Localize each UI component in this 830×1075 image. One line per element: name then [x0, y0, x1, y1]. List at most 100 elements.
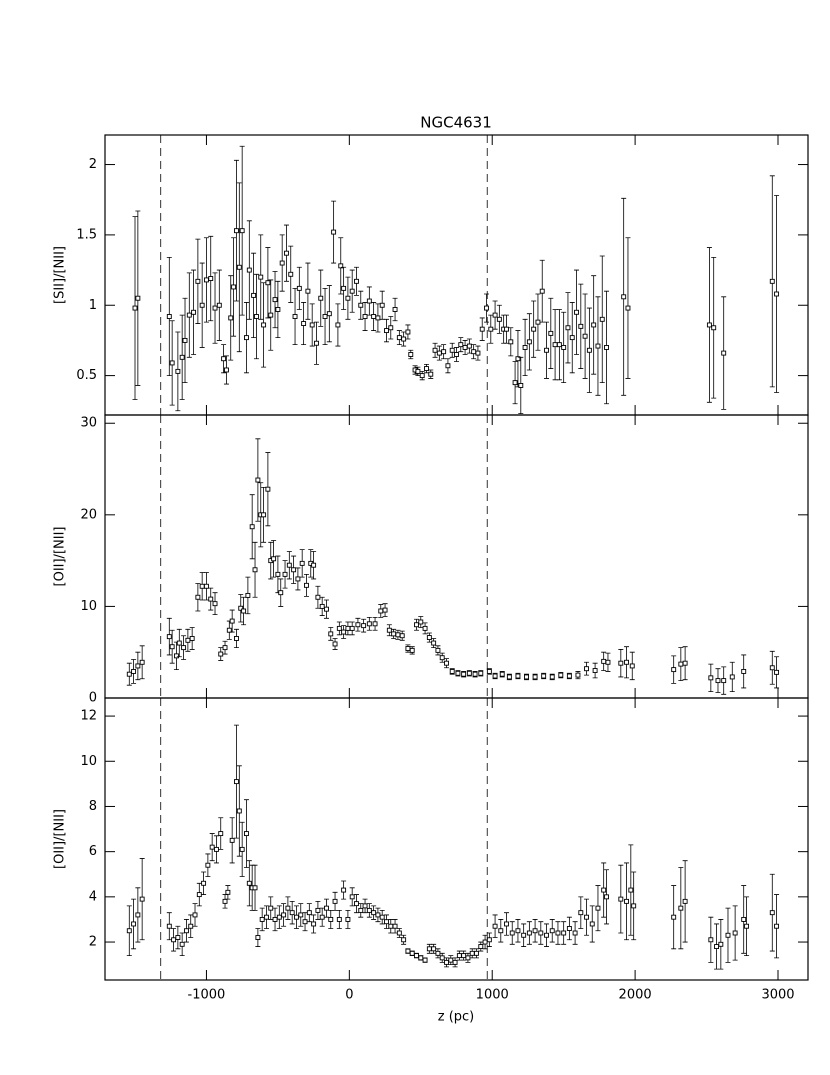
data-point — [309, 322, 315, 328]
data-point — [261, 512, 267, 518]
data-point — [601, 658, 607, 664]
data-point — [375, 315, 381, 321]
data-point — [276, 914, 282, 920]
x-tick-label: 1000 — [476, 988, 509, 1003]
data-point — [531, 326, 537, 332]
data-point — [409, 950, 415, 956]
data-point — [179, 941, 185, 947]
data-point — [492, 312, 498, 318]
data-point — [231, 284, 237, 290]
data-point — [188, 923, 194, 929]
data-point — [466, 670, 472, 676]
data-point — [272, 916, 278, 922]
data-point — [496, 316, 502, 322]
data-point — [345, 625, 351, 631]
data-point — [566, 926, 572, 931]
data-point — [201, 880, 207, 886]
data-point — [271, 556, 277, 562]
data-point — [565, 325, 571, 331]
y-tick-label: 0 — [89, 691, 97, 706]
data-point — [584, 666, 589, 672]
data-point — [508, 339, 514, 345]
data-point — [295, 576, 301, 582]
data-point — [239, 846, 245, 852]
data-point — [444, 660, 449, 666]
data-point — [721, 350, 727, 356]
data-point — [504, 326, 509, 332]
data-point — [335, 322, 341, 328]
data-point — [555, 930, 561, 936]
data-point — [526, 339, 532, 345]
y-tick-label: 0.5 — [76, 368, 97, 383]
data-point — [604, 345, 609, 350]
data-point — [601, 887, 607, 893]
data-point — [132, 305, 138, 311]
data-point — [732, 930, 738, 936]
data-point — [532, 928, 538, 934]
data-point — [535, 319, 541, 325]
data-point — [225, 889, 231, 895]
data-point — [291, 567, 297, 573]
data-point — [396, 930, 402, 936]
data-point — [285, 905, 291, 911]
data-point — [432, 347, 438, 353]
data-point — [718, 941, 724, 947]
data-point — [371, 314, 377, 319]
data-point — [388, 325, 394, 331]
data-point — [449, 668, 455, 674]
data-point — [234, 228, 239, 234]
data-point — [354, 901, 359, 907]
data-point — [521, 932, 527, 938]
data-point — [424, 366, 429, 372]
data-point — [592, 668, 598, 673]
data-point — [375, 912, 381, 918]
data-point — [586, 347, 592, 353]
data-point — [515, 356, 521, 362]
data-point — [166, 923, 172, 929]
data-point — [222, 645, 228, 651]
data-point — [228, 315, 234, 321]
data-point — [315, 907, 321, 913]
data-point — [358, 302, 364, 308]
data-point — [324, 606, 329, 612]
data-point — [419, 373, 425, 379]
data-point — [246, 267, 252, 273]
y-tick-label: 10 — [80, 754, 97, 769]
data-point — [486, 668, 492, 674]
data-point — [203, 583, 209, 589]
data-point — [179, 354, 185, 360]
data-point — [721, 678, 727, 684]
data-point — [461, 953, 467, 959]
data-point — [715, 678, 721, 684]
data-point — [678, 905, 684, 911]
y-tick-label: 8 — [89, 799, 97, 814]
data-point — [401, 336, 407, 342]
y-tick-label: 2 — [89, 935, 97, 950]
data-point — [218, 651, 224, 657]
x-tick-label: 0 — [345, 988, 353, 1003]
y-tick-label: 10 — [80, 599, 97, 614]
data-point — [166, 634, 172, 640]
data-point — [499, 671, 505, 677]
data-point — [239, 228, 245, 234]
data-point — [396, 335, 402, 341]
data-point — [774, 291, 780, 297]
data-point — [304, 582, 309, 588]
data-point — [328, 916, 334, 922]
data-point — [391, 631, 397, 637]
data-point — [774, 923, 780, 929]
data-point — [422, 957, 428, 963]
data-point — [466, 343, 472, 349]
data-point — [544, 347, 549, 353]
data-point — [282, 571, 288, 577]
data-point — [774, 669, 780, 675]
data-point — [435, 950, 441, 956]
data-point — [244, 335, 249, 341]
data-point — [678, 661, 684, 667]
data-point — [706, 322, 712, 328]
data-point — [405, 948, 411, 954]
data-point — [209, 844, 215, 850]
data-point — [482, 939, 488, 945]
data-point — [418, 619, 424, 625]
data-point — [214, 846, 219, 852]
